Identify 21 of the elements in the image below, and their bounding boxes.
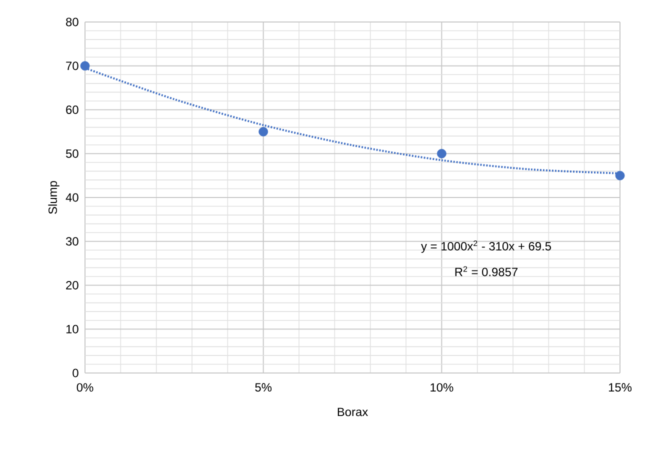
x-tick-label: 5% <box>255 383 272 392</box>
annotation: y = 1000x$^{2}$ - 310x + 69.5 <box>421 240 552 253</box>
y-tick-label: 60 <box>66 106 78 114</box>
y-tick-label: 0 <box>72 368 78 378</box>
annotation: R$^{2}$ = 0.9857 <box>455 266 518 276</box>
point <box>436 148 446 158</box>
y-tick-label: 10 <box>66 324 78 334</box>
x-tick-label: 0% <box>76 383 94 392</box>
y-tick-label: 40 <box>66 193 78 202</box>
x-axis-title: Borax <box>338 408 368 416</box>
y-axis-title: Slump <box>48 181 60 214</box>
y-tick-label: 50 <box>66 149 78 158</box>
x-tick-label: 10% <box>430 383 454 392</box>
y-tick-label: 80 <box>66 18 78 26</box>
y-tick-label: 70 <box>66 62 78 70</box>
x-tick-label: 15% <box>608 383 632 392</box>
point <box>615 170 625 180</box>
y-tick-label: 20 <box>66 281 78 290</box>
y-tick-label: 30 <box>66 237 78 246</box>
point <box>80 61 90 71</box>
point <box>258 126 268 136</box>
